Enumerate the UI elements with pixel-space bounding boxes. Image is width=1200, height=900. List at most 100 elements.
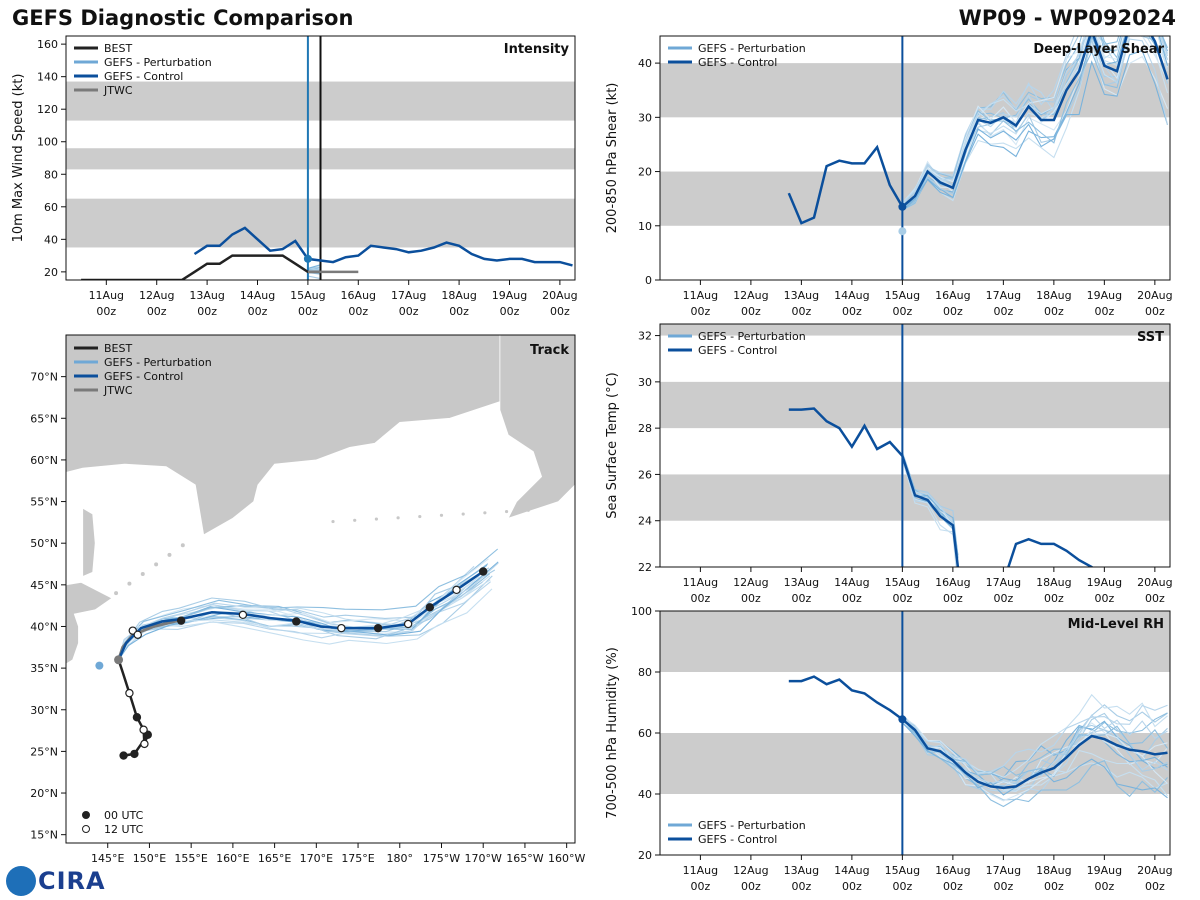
plot-frame (659, 323, 1171, 568)
series-gefs-control (788, 407, 960, 567)
y-tick-label: 20 (638, 849, 652, 862)
marker-legend-swatch (82, 811, 90, 819)
x-tick-label: 00z (943, 305, 963, 318)
x-tick-label: 13Aug (189, 289, 224, 302)
lat-tick-label: 20°N (30, 787, 58, 800)
perturbation-line (901, 36, 1169, 205)
x-tick-label: 00z (1094, 592, 1114, 605)
x-tick-label: 00z (791, 592, 811, 605)
marker-legend-label: 00 UTC (104, 809, 144, 822)
y-tick-label: 60 (44, 201, 58, 214)
plot-frame (659, 35, 1171, 281)
y-tick-label: 22 (638, 561, 652, 574)
y-tick-label: 120 (37, 103, 58, 116)
x-tick-label: 00z (1044, 880, 1064, 893)
x-tick-label: 20Aug (1137, 864, 1172, 877)
control-track-point (337, 623, 346, 633)
control-track-point (425, 603, 435, 612)
x-tick-label: 12Aug (139, 289, 174, 302)
lat-tick-label: 30°N (30, 704, 58, 717)
logo-text: CIRA (38, 867, 106, 895)
control-track-point (373, 623, 383, 633)
x-tick-label: 00z (550, 305, 570, 318)
landmass-aleutian-island (483, 511, 487, 515)
shaded-band (660, 324, 1170, 336)
plot-area (660, 36, 1170, 280)
x-tick-label: 00z (1044, 592, 1064, 605)
x-tick-label: 00z (449, 305, 469, 318)
x-tick-label: 17Aug (986, 864, 1021, 877)
x-tick-label: 00z (741, 305, 761, 318)
perturbation-track (118, 548, 499, 661)
x-tick-label: 11Aug (683, 576, 718, 589)
x-tick-label: 11Aug (683, 289, 718, 302)
storm-id: WP09 - WP092024 (958, 6, 1176, 30)
y-tick-label: 28 (638, 422, 652, 435)
shaded-band (660, 381, 1170, 429)
x-tick-label: 15Aug (885, 289, 920, 302)
x-tick-label: 15Aug (885, 576, 920, 589)
panel-title: Deep-Layer Shear (1033, 42, 1164, 57)
perturbation-line (307, 267, 321, 271)
x-tick-label: 00z (993, 880, 1013, 893)
legend-label: GEFS - Control (104, 370, 183, 383)
lat-tick-label: 60°N (30, 454, 58, 467)
lon-tick-label: 170°E (300, 852, 333, 865)
y-tick-label: 24 (638, 515, 652, 528)
page-title: GEFS Diagnostic Comparison (12, 6, 354, 30)
x-tick-label: 20Aug (1137, 576, 1172, 589)
lon-tick-label: 180° (387, 852, 414, 865)
y-tick-label: 100 (631, 605, 652, 618)
lat-tick-label: 55°N (30, 496, 58, 509)
legend-label: BEST (104, 342, 132, 355)
legend-label: GEFS - Control (104, 70, 183, 83)
x-tick-label: 00z (691, 592, 711, 605)
y-tick-label: 100 (37, 136, 58, 149)
x-tick-label: 19Aug (492, 289, 527, 302)
lon-tick-label: 160°E (216, 852, 249, 865)
landmass-kuril-island (180, 543, 185, 548)
lon-tick-label: 170°W (465, 852, 502, 865)
lon-tick-label: 150°E (133, 852, 166, 865)
legend-label: GEFS - Perturbation (698, 819, 806, 832)
series-gefs-control (788, 675, 1168, 790)
data-point (898, 227, 907, 236)
perturbation-line (902, 722, 1168, 808)
landmass-sakhalin (82, 507, 96, 578)
data-point (303, 254, 312, 263)
y-tick-label: 30 (638, 111, 652, 124)
x-tick-label: 14Aug (834, 576, 869, 589)
x-tick-label: 00z (197, 305, 217, 318)
y-tick-label: 20 (638, 166, 652, 179)
x-tick-label: 00z (993, 592, 1013, 605)
y-tick-label: 40 (638, 788, 652, 801)
plot-area (660, 611, 1170, 855)
control-track-point (133, 630, 142, 640)
x-tick-label: 17Aug (986, 289, 1021, 302)
perturbation-line (901, 716, 1168, 802)
control-track-point (238, 610, 248, 620)
lat-tick-label: 40°N (30, 620, 58, 633)
plot-area (66, 36, 575, 280)
perturbation-line (307, 264, 321, 269)
y-axis-label: Sea Surface Temp (°C) (605, 372, 620, 519)
best-track-point (119, 751, 128, 760)
best-track-point (139, 725, 148, 734)
chart-sst: 22 24 26 28 30 32 11Aug 00z 12Aug 00z 13Aug 00z 14Au… (605, 323, 1173, 605)
lon-tick-label: 165°E (258, 852, 291, 865)
control-track-point (292, 617, 301, 626)
series-gefs-control (193, 226, 573, 267)
plot-frame (65, 35, 576, 281)
control-track-point (176, 616, 186, 625)
x-tick-label: 18Aug (441, 289, 476, 302)
y-tick-label: 20 (44, 266, 58, 279)
marker-legend-swatch (82, 825, 90, 833)
y-tick-label: 80 (44, 168, 58, 181)
lat-tick-label: 70°N (30, 371, 58, 384)
lat-tick-label: 25°N (30, 745, 58, 758)
x-tick-label: 00z (842, 305, 862, 318)
perturbation-line (902, 50, 1169, 212)
legend-label: GEFS - Perturbation (104, 356, 212, 369)
control-track-point (403, 619, 413, 629)
landmass-aleutian-island (504, 509, 509, 514)
